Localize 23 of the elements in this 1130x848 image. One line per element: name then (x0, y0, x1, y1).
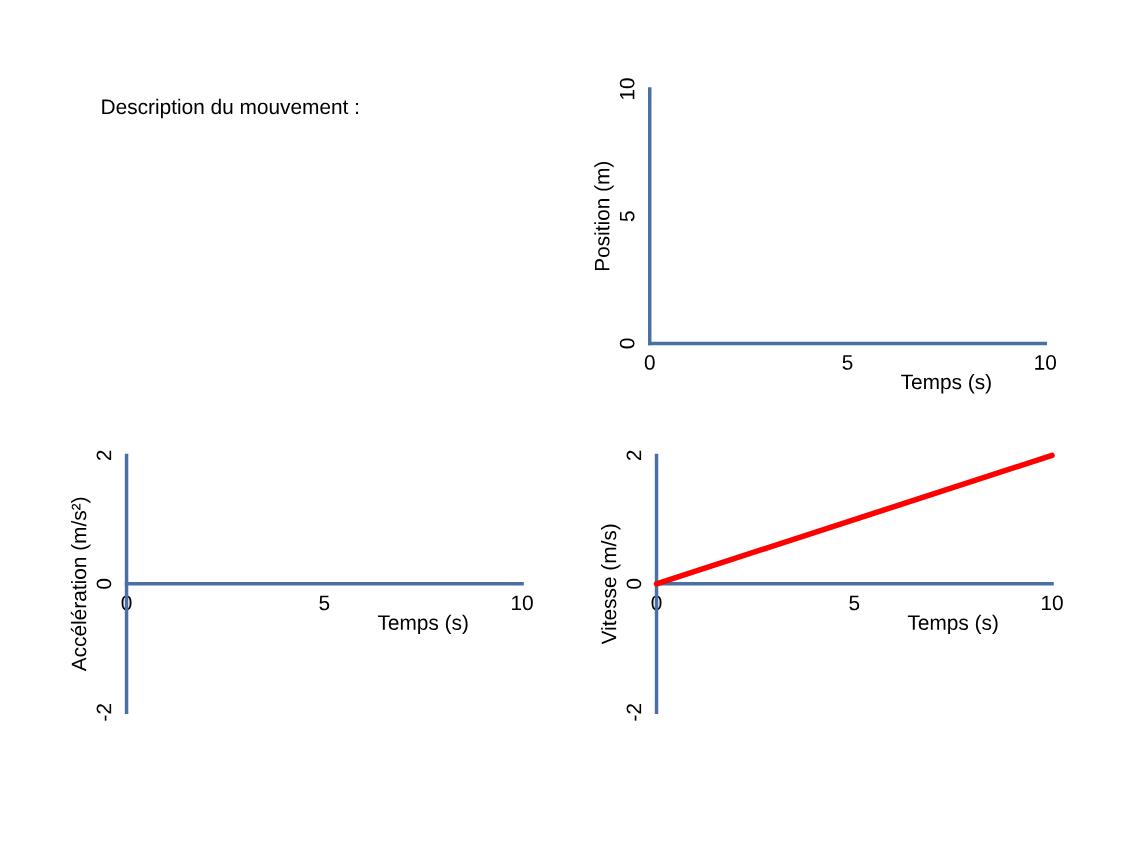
x-tick-label: 10 (512, 595, 533, 611)
x-tick-label: 10 (1042, 595, 1063, 611)
y-tick-label: 0 (96, 578, 112, 589)
text: Description du mouvement : (102, 98, 359, 119)
x-tick-label: 5 (849, 595, 860, 611)
y-axis-title: Position (m) (594, 161, 614, 271)
x-axis-title: Temps (s) (901, 373, 991, 394)
y-tick-label: 0 (619, 338, 635, 349)
y-tick-label: -2 (626, 704, 642, 721)
x-axis-title: Temps (s) (377, 614, 468, 635)
y-axis-title: Vitesse (m/s) (601, 524, 621, 645)
y-tick-label: -2 (96, 704, 112, 721)
x-tick-label: 0 (644, 355, 655, 370)
y-tick-label: 5 (619, 211, 635, 222)
y-tick-label: 2 (96, 450, 112, 461)
y-tick-label: 0 (626, 578, 642, 589)
x-axis-title: Temps (s) (907, 614, 998, 635)
x-tick-label: 5 (842, 355, 853, 370)
y-tick-label: 2 (626, 450, 642, 461)
y-axis-title: Accélération (m/s²) (70, 497, 91, 672)
x-tick-label: 5 (319, 595, 330, 611)
y-tick-label: 10 (619, 78, 635, 100)
x-tick-label: 10 (1035, 355, 1057, 370)
